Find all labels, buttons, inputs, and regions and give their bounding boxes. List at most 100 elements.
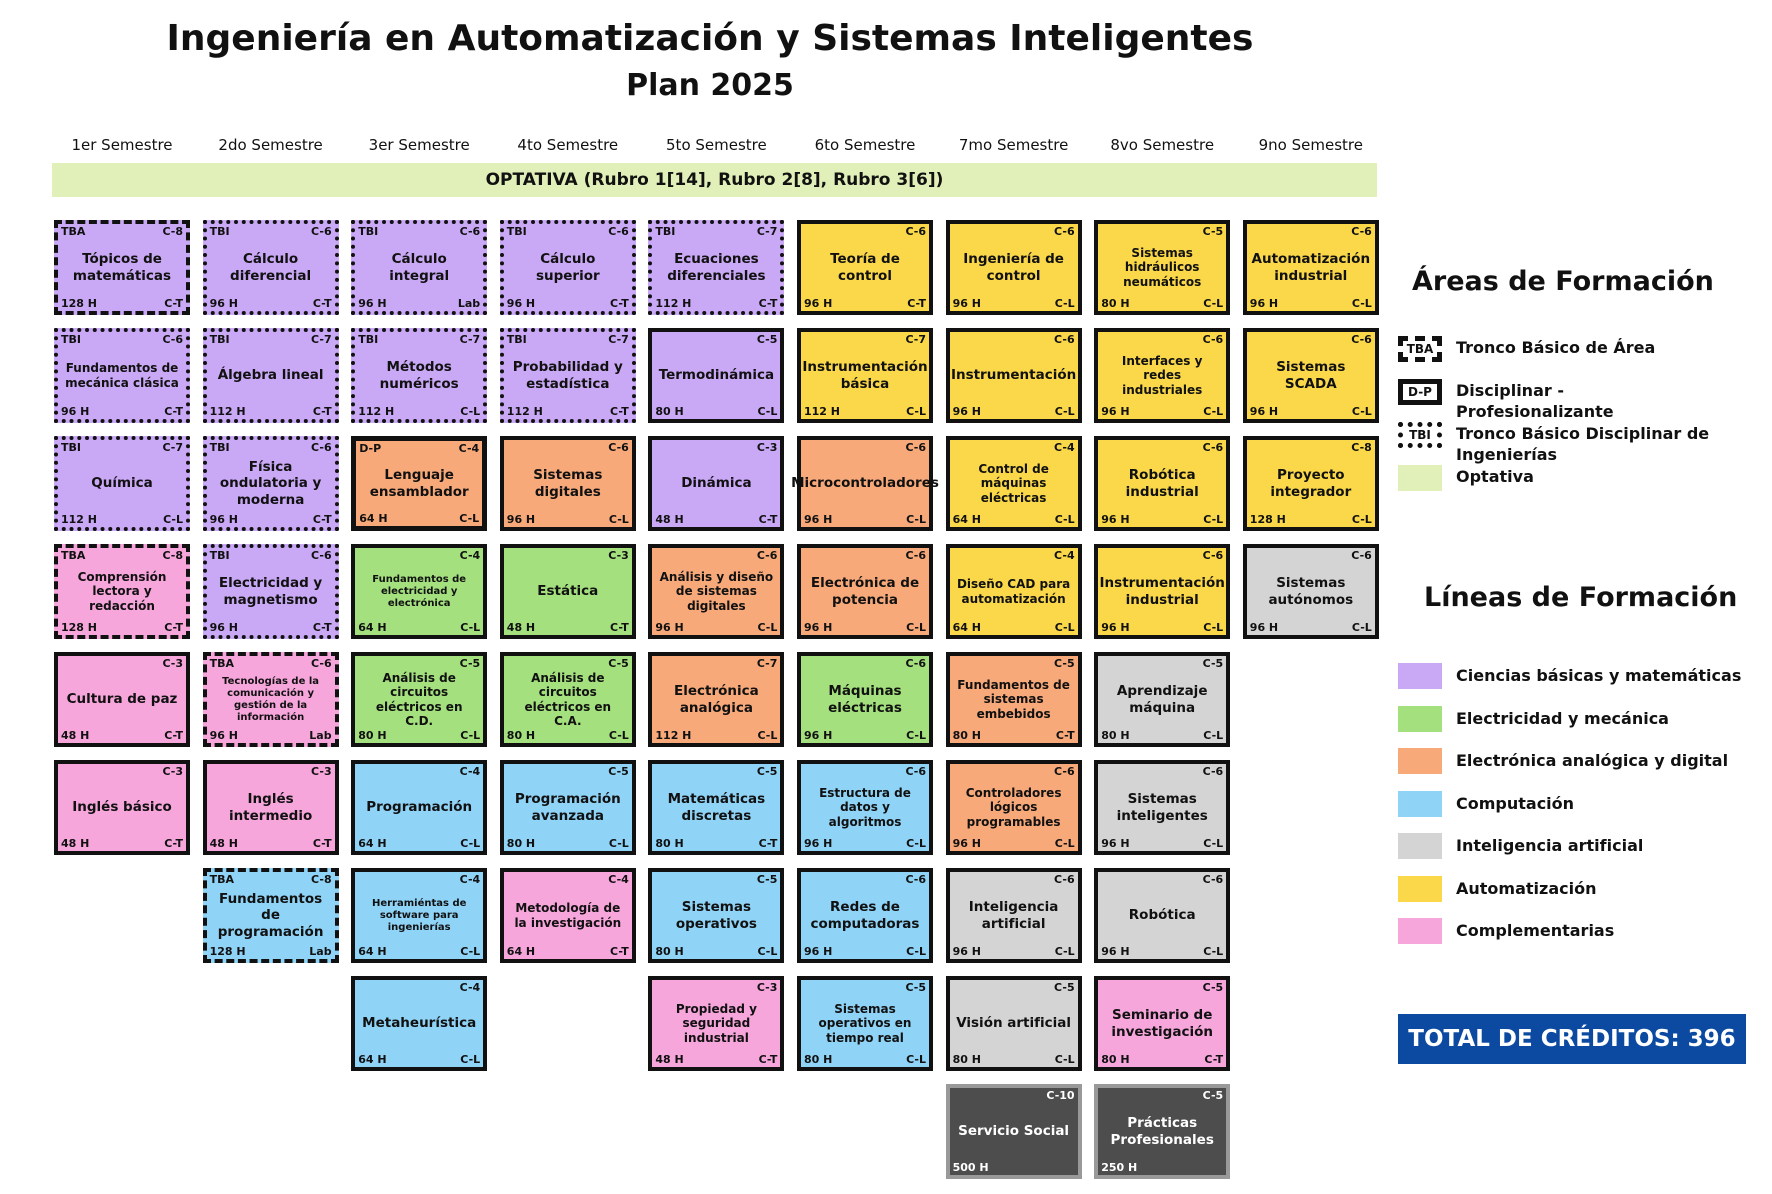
course-type: C-L — [460, 621, 481, 634]
course-name: Automatización industrial — [1251, 251, 1371, 284]
course-box: C-3 Inglés intermedio 48 H C-T — [202, 760, 339, 855]
course-type: C-L — [608, 729, 629, 742]
course-hours: 500 H — [952, 1161, 989, 1174]
course-box: C-6 Robótica 96 H C-L — [1094, 868, 1231, 963]
course-name: Instrumentación básica — [802, 359, 928, 392]
line-label: Electricidad y mecánica — [1456, 708, 1669, 728]
course-credits: C-6 — [608, 441, 629, 454]
course-box: C-5 Aprendizaje máquina 80 H C-L — [1094, 652, 1231, 747]
course-hours: 96 H — [952, 837, 981, 850]
course-box: TBI C-6 Fundamentos de mecánica clásica 96 … — [54, 328, 190, 423]
course-hours: 80 H — [952, 729, 981, 742]
course-credits: C-6 — [905, 765, 926, 778]
line-swatch — [1398, 663, 1442, 689]
course-hours: 96 H — [1249, 297, 1279, 310]
course-hours: 96 H — [1101, 621, 1130, 634]
line-label: Automatización — [1456, 878, 1597, 898]
course-credits: C-8 — [311, 873, 332, 886]
course-box: TBA C-8 Fundamentos de programación 128 H La… — [202, 868, 339, 963]
course-credits: C-3 — [756, 981, 778, 994]
course-type: C-L — [1203, 297, 1224, 310]
course-name: Interfaces y redes industriales — [1121, 353, 1203, 397]
course-hours: 96 H — [209, 513, 238, 526]
course-hours: 96 H — [209, 297, 238, 310]
course-hours: 96 H — [804, 837, 833, 850]
course-hours: 128 H — [61, 297, 97, 310]
semester-label: 8vo Semestre — [1110, 136, 1215, 154]
course-box: C-6 Robótica industrial 96 H C-L — [1094, 436, 1231, 531]
line-label: Ciencias básicas y matemáticas — [1456, 666, 1742, 685]
course-hours: 80 H — [358, 729, 387, 742]
course-box: C-6 Ingeniería de control 96 H C-L — [945, 220, 1082, 315]
course-tag: TBI — [209, 441, 230, 454]
course-type: C-L — [1351, 621, 1372, 634]
course-name: Control de máquinas eléctricas — [978, 461, 1049, 505]
course-type: C-L — [1203, 837, 1224, 850]
course-name: Ingeniería de control — [963, 251, 1064, 284]
course-type: C-T — [758, 837, 778, 850]
course-hours: 96 H — [1101, 945, 1130, 958]
semester-label: 9no Semestre — [1258, 136, 1363, 154]
course-type: C-L — [757, 405, 778, 418]
course-type: C-L — [1054, 297, 1075, 310]
course-type: C-L — [460, 945, 481, 958]
course-tag: TBI — [209, 549, 230, 562]
course-hours: 96 H — [952, 297, 981, 310]
course-credits: C-6 — [1202, 441, 1224, 454]
semester-label: 1er Semestre — [71, 136, 173, 154]
course-credits: C-4 — [1054, 441, 1075, 454]
course-type: C-L — [460, 1053, 481, 1066]
line-swatch — [1398, 833, 1442, 859]
course-credits: C-6 — [756, 549, 778, 562]
course-hours: 48 H — [655, 513, 684, 526]
course-type: C-L — [1203, 513, 1224, 526]
course-name: Metaheurística — [362, 1015, 477, 1032]
course-tag: TBI — [209, 333, 230, 346]
course-type: Lab — [309, 945, 332, 958]
course-credits: C-6 — [905, 225, 926, 238]
course-hours: 96 H — [804, 621, 833, 634]
course-hours: 96 H — [1249, 621, 1279, 634]
course-hours: 96 H — [209, 621, 238, 634]
course-credits: C-8 — [162, 225, 183, 238]
course-credits: C-3 — [162, 765, 183, 778]
course-hours: 96 H — [506, 513, 536, 526]
course-credits: C-6 — [1202, 549, 1224, 562]
course-name: Instrumentación — [950, 367, 1077, 384]
course-credits: C-4 — [459, 549, 481, 562]
course-credits: C-5 — [1202, 225, 1224, 238]
course-name: Cálculo superior — [535, 251, 600, 284]
course-type: C-T — [312, 621, 332, 634]
course-name: Programación avanzada — [514, 791, 621, 824]
course-name: Electricidad y magnetismo — [218, 575, 323, 608]
course-box: C-5 Sistemas operativos en tiempo real 80 … — [797, 976, 933, 1071]
semester-label: 3er Semestre — [368, 136, 470, 154]
course-type: C-T — [610, 405, 629, 418]
course-box: TBA C-6 Tecnologías de la comunicación y g… — [202, 652, 339, 747]
course-box: C-6 Instrumentación 96 H C-L — [945, 328, 1082, 423]
course-name: Programación — [366, 799, 473, 816]
course-box: C-6 Inteligencia artificial 96 H C-L — [945, 868, 1082, 963]
course-box: TBI C-6 Cálculo superior 96 H C-T — [499, 220, 636, 315]
course-type: C-L — [906, 837, 926, 850]
course-type: C-T — [312, 837, 332, 850]
course-type: C-L — [1054, 513, 1075, 526]
course-type: C-T — [610, 621, 629, 634]
course-name: Lenguaje ensamblador — [369, 467, 469, 500]
course-type: C-L — [1351, 297, 1372, 310]
course-type: C-T — [164, 729, 183, 742]
course-tag: TBI — [506, 333, 527, 346]
course-box: C-4 Metodología de la investigación 64 H C-… — [499, 868, 636, 963]
course-credits: C-7 — [162, 441, 183, 454]
course-name: Análisis y diseño de sistemas digitales — [659, 569, 774, 613]
course-name: Estática — [537, 583, 599, 600]
course-credits: C-6 — [1351, 333, 1372, 346]
course-name: Fundamentos de mecánica clásica — [65, 361, 179, 390]
course-box: TBI C-7 Ecuaciones diferenciales 112 H C-T — [648, 220, 785, 315]
line-label: Electrónica analógica y digital — [1456, 751, 1729, 770]
course-hours: 96 H — [506, 297, 536, 310]
course-type: C-T — [164, 837, 183, 850]
course-name: Visión artificial — [956, 1015, 1071, 1032]
course-credits: C-5 — [608, 765, 629, 778]
course-credits: C-3 — [162, 657, 183, 670]
